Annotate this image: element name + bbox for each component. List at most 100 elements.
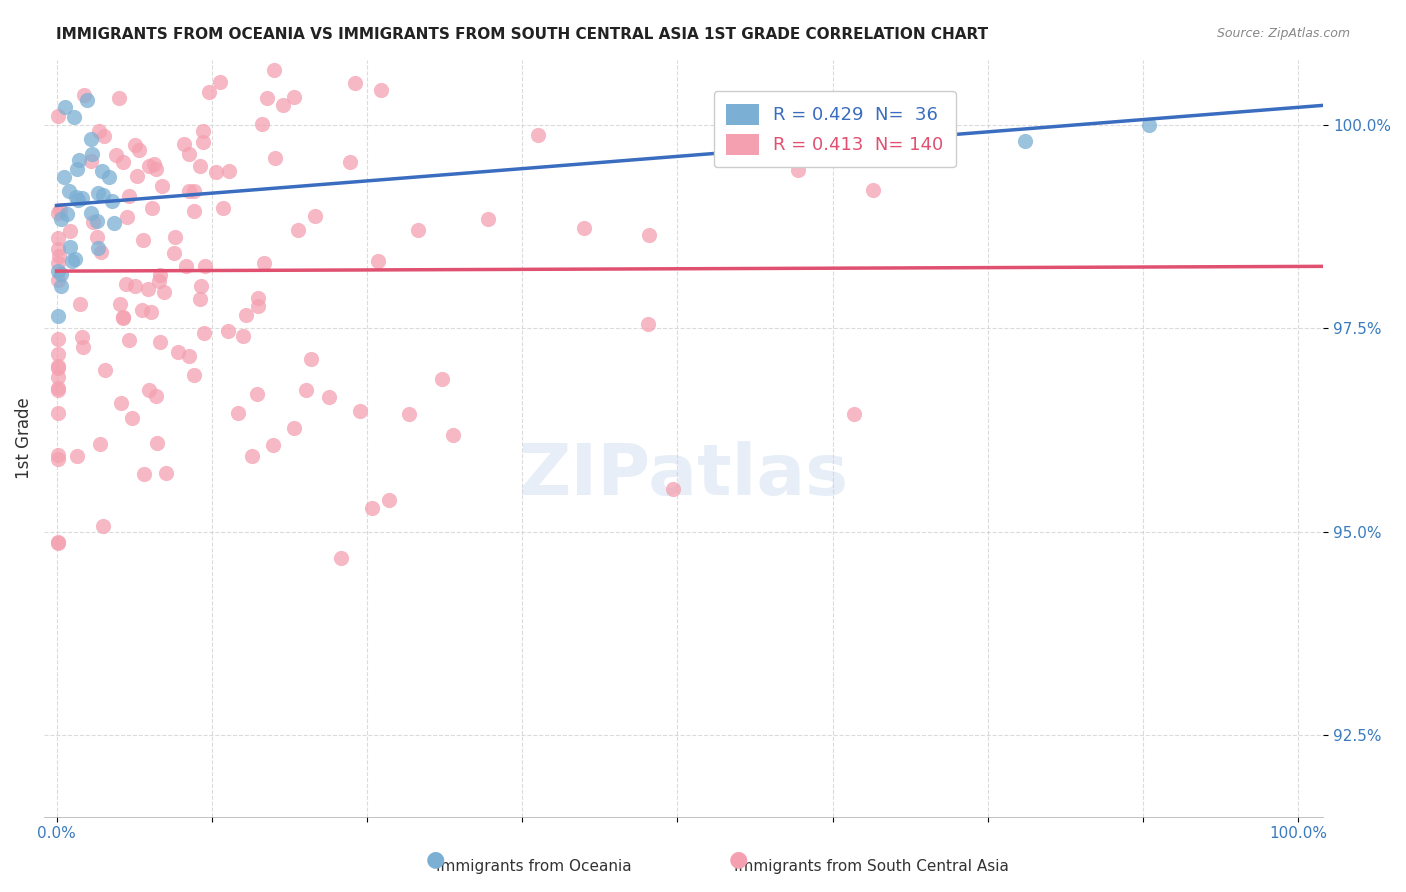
Point [93,129,115,144]
Point [240,450,263,464]
Point [194,259,217,273]
Point [46,109,69,123]
Point [65,190,87,204]
Point [46,534,69,549]
Text: Source: ZipAtlas.com: Source: ZipAtlas.com [1216,27,1350,40]
Point [188,292,211,306]
Point [246,387,269,401]
Point [87,241,110,255]
Point [138,383,160,397]
Point [117,188,139,202]
Point [118,333,141,347]
Point [59,224,82,238]
Point [46,448,69,462]
Point [59,239,82,253]
Legend: R = 0.429  N=  36, R = 0.413  N= 140: R = 0.429 N= 36, R = 0.413 N= 140 [714,91,956,168]
Point [46,361,69,376]
Point [46,273,69,287]
Point [121,411,143,425]
Point [226,406,249,420]
Point [273,98,295,112]
Point [67,153,90,168]
Point [46,383,69,397]
Point [143,157,166,171]
Point [344,76,367,90]
Point [134,467,156,482]
Point [247,291,270,305]
Point [862,183,884,197]
Point [91,164,114,178]
Point [52,170,75,185]
Point [637,227,659,242]
Point [53,100,76,114]
Point [149,334,172,349]
Point [69,297,91,311]
Point [58,184,80,198]
Point [183,204,205,219]
Point [110,396,132,410]
Point [574,220,596,235]
Point [163,230,186,244]
Point [842,407,865,421]
Point [82,214,104,228]
Point [91,187,114,202]
Point [263,63,285,78]
Point [235,308,257,322]
Point [191,135,214,149]
Point [49,202,72,217]
Point [124,279,146,293]
Point [80,132,103,146]
Point [177,146,200,161]
Point [191,124,214,138]
Point [97,169,120,184]
Point [80,154,103,169]
Point [82,146,104,161]
Point [141,201,163,215]
Point [72,340,94,354]
Point [188,15,211,29]
Point [138,160,160,174]
Point [46,264,69,278]
Text: IMMIGRANTS FROM OCEANIA VS IMMIGRANTS FROM SOUTH CENTRAL ASIA 1ST GRADE CORRELAT: IMMIGRANTS FROM OCEANIA VS IMMIGRANTS FR… [56,27,988,42]
Point [49,212,72,227]
Point [48,249,70,263]
Point [80,205,103,219]
Point [67,193,90,207]
Point [108,90,131,104]
Point [103,216,125,230]
Point [287,223,309,237]
Point [637,318,659,332]
Point [283,90,305,104]
Point [1014,134,1036,148]
Point [190,279,212,293]
Point [131,303,153,318]
Point [915,118,938,132]
Point [89,437,111,451]
Point [253,255,276,269]
Point [367,253,389,268]
Point [131,234,153,248]
Point [87,124,110,138]
Point [52,10,75,24]
Point [46,406,69,420]
Text: ●: ● [728,850,748,870]
Point [91,518,114,533]
Point [46,359,69,374]
Point [125,169,148,183]
Point [1139,118,1161,132]
Point [51,278,73,293]
Point [139,305,162,319]
Point [145,162,167,177]
Point [263,151,285,165]
Point [46,535,69,549]
Point [256,91,278,105]
Point [246,299,269,313]
Point [100,194,122,209]
Point [104,148,127,162]
Point [72,330,94,344]
Point [162,246,184,260]
Point [46,332,69,346]
Point [46,452,69,467]
Point [56,206,79,220]
Point [398,407,420,421]
